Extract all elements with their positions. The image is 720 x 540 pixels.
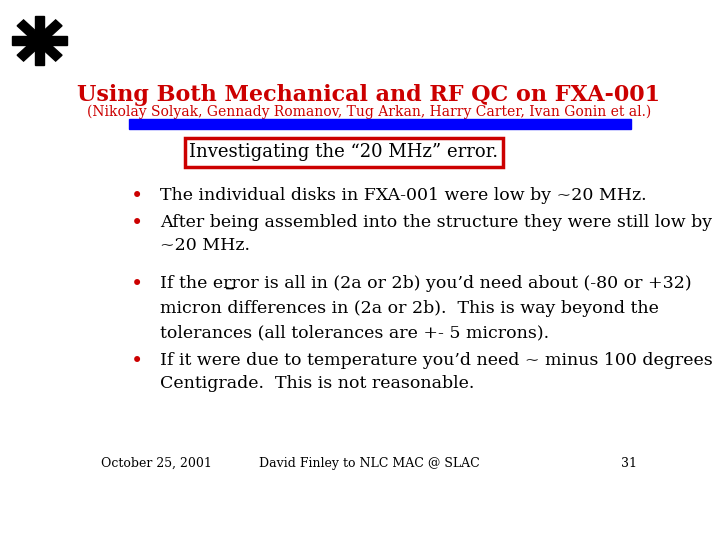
- Text: October 25, 2001: October 25, 2001: [101, 457, 212, 470]
- Bar: [129, 119, 631, 129]
- Text: tolerances (all tolerances are +- 5 microns).: tolerances (all tolerances are +- 5 micr…: [160, 325, 549, 342]
- FancyBboxPatch shape: [185, 138, 503, 167]
- Text: David Finley to NLC MAC @ SLAC: David Finley to NLC MAC @ SLAC: [258, 457, 480, 470]
- Text: •: •: [131, 275, 143, 294]
- Polygon shape: [12, 36, 67, 45]
- Text: •: •: [131, 187, 143, 206]
- Text: The individual disks in FXA-001 were low by ~20 MHz.: The individual disks in FXA-001 were low…: [160, 187, 647, 205]
- Polygon shape: [17, 20, 62, 61]
- Text: Using Both Mechanical and RF QC on FXA-001: Using Both Mechanical and RF QC on FXA-0…: [78, 84, 660, 105]
- Text: •: •: [131, 214, 143, 233]
- Text: 31: 31: [621, 457, 637, 470]
- Text: (Nikolay Solyak, Gennady Romanov, Tug Arkan, Harry Carter, Ivan Gonin et al.): (Nikolay Solyak, Gennady Romanov, Tug Ar…: [87, 104, 651, 119]
- Text: •: •: [131, 352, 143, 370]
- Text: After being assembled into the structure they were still low by
~20 MHz.: After being assembled into the structure…: [160, 214, 712, 254]
- Text: If it were due to temperature you’d need ~ minus 100 degrees
Centigrade.  This i: If it were due to temperature you’d need…: [160, 352, 713, 392]
- Text: If the error is all in (2a or 2b) you’d need about (-80 or +32): If the error is all in (2a or 2b) you’d …: [160, 275, 691, 292]
- Polygon shape: [35, 16, 44, 65]
- Text: Investigating the “20 MHz” error.: Investigating the “20 MHz” error.: [189, 143, 498, 161]
- Text: micron differences in (2a or 2b).  This is way beyond the: micron differences in (2a or 2b). This i…: [160, 300, 659, 317]
- Polygon shape: [17, 20, 62, 61]
